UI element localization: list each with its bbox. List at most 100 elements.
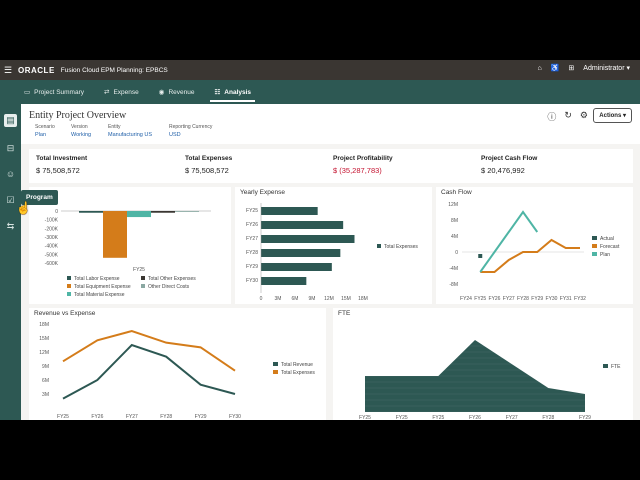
app-title: Fusion Cloud EPM Planning: EPBCS bbox=[60, 66, 168, 74]
y-tick-label: 4M bbox=[451, 234, 458, 240]
tab-bar: ▭ Project Summary ⇄ Expense ◉ Revenue ☷ Anal… bbox=[0, 80, 640, 104]
chart-title: FTE bbox=[338, 310, 351, 317]
navigator-grid-icon[interactable]: ⊞ bbox=[568, 65, 575, 72]
x-tick-label: FY25 bbox=[396, 415, 408, 420]
tab-revenue[interactable]: ◉ Revenue bbox=[149, 80, 205, 104]
x-tick-label: FY29 bbox=[531, 296, 543, 302]
bar bbox=[261, 249, 341, 257]
hand-cursor-icon: ☝ bbox=[16, 201, 31, 215]
pov-label: Scenario bbox=[35, 124, 55, 130]
user-name: Administrator bbox=[583, 65, 625, 72]
x-tick-label: FY26 bbox=[489, 296, 501, 302]
user-menu[interactable]: Administrator ▾ bbox=[583, 65, 630, 72]
pov-label: Version bbox=[71, 124, 88, 130]
x-tick-label: 6M bbox=[292, 296, 299, 302]
legend-label: Total Equipment Expense bbox=[74, 284, 131, 290]
bar bbox=[261, 235, 355, 243]
x-tick-label: FY28 bbox=[517, 296, 529, 302]
actions-label: Actions bbox=[599, 113, 622, 119]
pov-value: Manufacturing US bbox=[108, 132, 153, 138]
legend-swatch bbox=[67, 292, 71, 296]
legend-swatch bbox=[592, 236, 597, 240]
briefcase-icon[interactable]: ⊟ bbox=[6, 143, 15, 153]
x-tick-label: 15M bbox=[341, 296, 351, 302]
pov-currency[interactable]: Reporting Currency USD bbox=[169, 124, 212, 138]
x-tick-label: FY24 bbox=[460, 296, 472, 302]
x-tick-label: FY30 bbox=[229, 414, 241, 420]
oracle-logo: ORACLE bbox=[18, 65, 55, 75]
cash-flow-card: Cash Flow 12M 8M 4M 0 -4M -8M FY24 FY25 FY26 FY27… bbox=[436, 187, 633, 304]
settings-gear-icon[interactable]: ⚙ bbox=[579, 110, 588, 120]
x-tick-label: FY26 bbox=[91, 414, 103, 420]
y-tick-label: 0 bbox=[55, 209, 58, 215]
info-icon[interactable]: ⓘ bbox=[547, 112, 557, 122]
pov-version[interactable]: Version Working bbox=[71, 124, 91, 138]
y-tick-label: 12M bbox=[448, 202, 458, 208]
tab-expense[interactable]: ⇄ Expense bbox=[94, 80, 149, 104]
kpi-label: Total Expenses bbox=[185, 155, 233, 162]
series-line bbox=[62, 329, 236, 372]
series-line bbox=[479, 210, 539, 273]
x-tick-label: FY29 bbox=[579, 415, 591, 420]
home-icon[interactable]: ⌂ bbox=[537, 64, 542, 72]
kpi-value: $ 75,508,572 bbox=[36, 166, 80, 175]
legend-swatch bbox=[377, 244, 381, 248]
kpi-total-investment: Total Investment $ 75,508,572 bbox=[36, 155, 87, 175]
y-tick-label: FY29 bbox=[246, 264, 258, 270]
area-fill bbox=[365, 340, 585, 412]
x-tick-label: FY32 bbox=[574, 296, 586, 302]
x-tick-label: 0 bbox=[260, 296, 263, 302]
expense-breakdown-card: e 0-100K-200K-300K-400K-500K-600KFY25Tot… bbox=[29, 187, 231, 304]
program-icon[interactable]: ☑ bbox=[6, 195, 15, 205]
accessibility-icon[interactable]: ♿ bbox=[550, 65, 560, 72]
page-title: Entity Project Overview bbox=[29, 110, 127, 121]
x-tick-label: FY31 bbox=[560, 296, 572, 302]
x-tick-label: 3M bbox=[275, 296, 282, 302]
bar bbox=[261, 207, 318, 215]
y-tick-label: -8M bbox=[449, 282, 458, 288]
hamburger-menu-icon[interactable]: ☰ bbox=[4, 64, 13, 75]
y-tick-label: 9M bbox=[42, 364, 49, 370]
bar bbox=[151, 211, 175, 213]
kpi-total-expenses: Total Expenses $ 75,508,572 bbox=[185, 155, 232, 175]
legend-swatch bbox=[141, 276, 145, 280]
workflow-icon[interactable]: ⇆ bbox=[6, 221, 15, 231]
y-tick-label: FY27 bbox=[246, 236, 258, 242]
tab-analysis[interactable]: ☷ Analysis bbox=[204, 80, 261, 104]
legend-label: Total Revenue bbox=[281, 362, 313, 368]
legend-swatch bbox=[273, 370, 278, 374]
y-tick-label: 0 bbox=[455, 250, 458, 256]
legend-swatch bbox=[141, 284, 145, 288]
y-tick-label: 15M bbox=[39, 336, 49, 342]
pov-scenario[interactable]: Scenario Plan bbox=[35, 124, 55, 138]
legend-label: Forecast bbox=[600, 244, 620, 250]
kpi-label: Project Profitability bbox=[333, 155, 393, 162]
y-tick-label: 3M bbox=[42, 392, 49, 398]
kpi-project-cash-flow: Project Cash Flow $ 20,476,992 bbox=[481, 155, 537, 175]
x-tick-label: FY25 bbox=[432, 415, 444, 420]
refresh-icon[interactable]: ↻ bbox=[564, 110, 572, 120]
page-header: Entity Project Overview Scenario Plan Ver… bbox=[21, 104, 640, 144]
y-tick-label: 12M bbox=[39, 350, 49, 356]
bar bbox=[261, 263, 332, 271]
pov-value: Working bbox=[71, 132, 92, 138]
header-right: ⌂ ♿ ⊞ Administrator ▾ bbox=[537, 64, 630, 73]
analysis-icon: ☷ bbox=[214, 89, 221, 96]
legend-label: Total Other Expenses bbox=[148, 276, 196, 282]
tab-project-summary[interactable]: ▭ Project Summary bbox=[14, 80, 94, 104]
series-line bbox=[62, 343, 236, 400]
actions-button[interactable]: Actions ▾ bbox=[593, 108, 632, 123]
y-tick-label: 18M bbox=[39, 322, 49, 328]
kpi-value: $ 20,476,992 bbox=[481, 166, 525, 175]
people-icon[interactable]: ☺ bbox=[5, 169, 16, 179]
fte-card: FTE FY25 FY25 FY25 FY26 FY27 FY28 FY29 FTE bbox=[333, 308, 633, 420]
x-tick-label: 9M bbox=[309, 296, 316, 302]
x-tick-label: 12M bbox=[324, 296, 334, 302]
document-icon[interactable]: ▤ bbox=[4, 114, 17, 127]
pov-entity[interactable]: Entity Manufacturing US bbox=[108, 124, 152, 138]
y-tick-label: -4M bbox=[449, 266, 458, 272]
chart-title: Cash Flow bbox=[441, 189, 472, 196]
legend-label: Actual bbox=[600, 236, 614, 242]
bar bbox=[261, 277, 307, 285]
y-tick-label: -600K bbox=[45, 261, 59, 267]
